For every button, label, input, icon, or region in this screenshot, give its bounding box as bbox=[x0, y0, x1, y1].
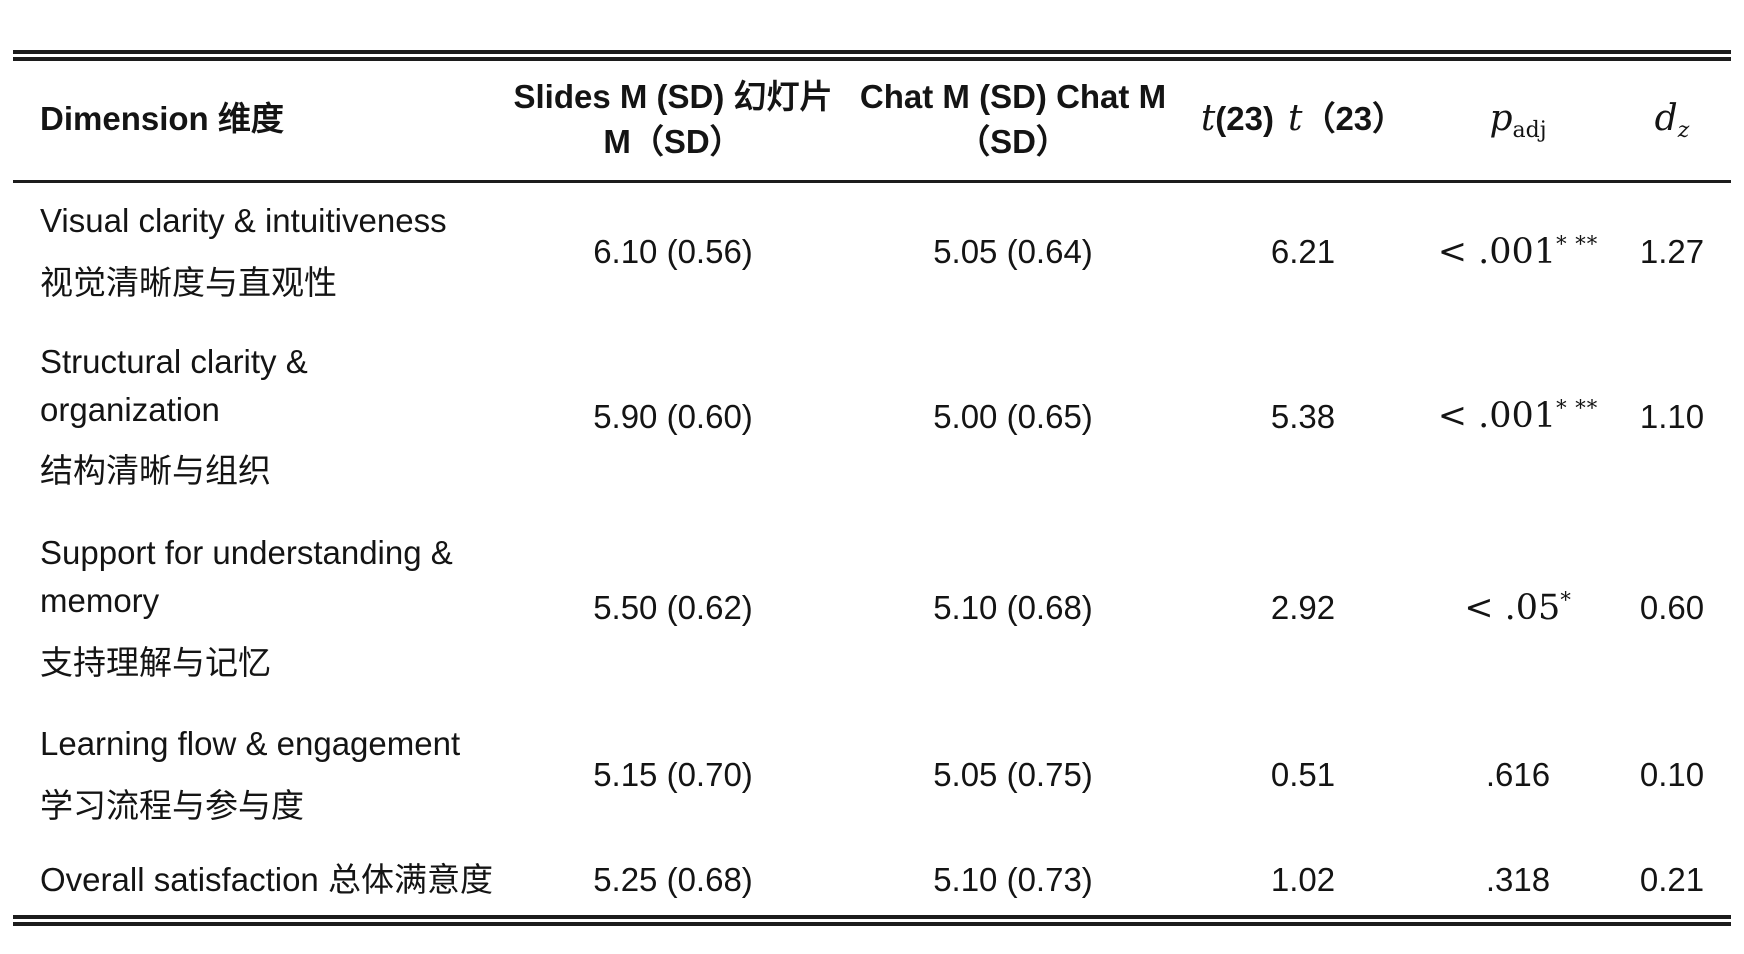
t-value: 0.51 bbox=[1270, 755, 1336, 793]
header-d-z: dz bbox=[1613, 61, 1731, 184]
t-value: 5.38 bbox=[1270, 397, 1336, 435]
p-value: < .001* ** bbox=[1437, 396, 1599, 437]
t-value: 2.92 bbox=[1270, 589, 1336, 627]
slides-value: 5.90 (0.60) bbox=[593, 397, 753, 435]
table-row: Structural clarity & organization 结构清晰与组… bbox=[13, 321, 1731, 513]
dimension-cell: Visual clarity & intuitiveness 视觉清晰度与直观性 bbox=[13, 182, 503, 321]
p-value: < .001* ** bbox=[1437, 231, 1599, 272]
significance-marks: * bbox=[1560, 587, 1572, 612]
chat-value: 5.10 (0.73) bbox=[933, 860, 1093, 898]
slides-value: 5.25 (0.68) bbox=[593, 860, 753, 898]
p-value: < .05* bbox=[1464, 587, 1572, 628]
t-symbol: t bbox=[1200, 98, 1216, 140]
chat-value: 5.00 (0.65) bbox=[933, 397, 1093, 435]
dz-value: 1.27 bbox=[1639, 233, 1705, 271]
chat-value: 5.05 (0.75) bbox=[933, 755, 1093, 793]
significance-marks: * ** bbox=[1556, 231, 1599, 256]
dimension-zh: 学习流程与参与度 bbox=[40, 786, 304, 824]
dz-value: 0.10 bbox=[1639, 755, 1705, 793]
chat-value: 5.05 (0.64) bbox=[933, 233, 1093, 271]
table-row: Learning flow & engagement 学习流程与参与度 5.15… bbox=[13, 704, 1731, 846]
table-row: Overall satisfaction 总体满意度 5.25 (0.68) 5… bbox=[13, 846, 1731, 916]
chat-value: 5.10 (0.68) bbox=[933, 589, 1093, 627]
t-df: (23) bbox=[1215, 100, 1274, 138]
header-p-adj: padj bbox=[1423, 61, 1613, 184]
dimension-zh: 视觉清晰度与直观性 bbox=[40, 263, 337, 301]
header-chat-line1: Chat M (SD) Chat M bbox=[859, 78, 1167, 115]
header-slides-line2: M（SD） bbox=[603, 122, 743, 160]
dimension-en: Support for understanding & memory bbox=[40, 534, 453, 620]
table-row: Visual clarity & intuitiveness 视觉清晰度与直观性… bbox=[13, 182, 1731, 321]
dimension-en: Learning flow & engagement bbox=[40, 724, 461, 762]
dimension-zh: 结构清晰与组织 bbox=[40, 452, 271, 490]
table-row: Support for understanding & memory 支持理解与… bbox=[13, 512, 1731, 704]
p-symbol: p bbox=[1489, 98, 1513, 140]
dz-value: 0.60 bbox=[1639, 589, 1705, 627]
d-symbol: d bbox=[1654, 98, 1678, 140]
results-table: Dimension 维度 Slides M (SD) 幻灯片 M（SD） Cha… bbox=[13, 61, 1731, 915]
header-slides-line1: Slides M (SD) 幻灯片 bbox=[513, 78, 833, 115]
t-symbol-cjk: t bbox=[1287, 98, 1303, 140]
t-value: 1.02 bbox=[1270, 860, 1336, 898]
dimension-en: Overall satisfaction 总体满意度 bbox=[40, 860, 493, 898]
dz-value: 1.10 bbox=[1639, 397, 1705, 435]
header-chat-line2: （SD） bbox=[957, 122, 1069, 160]
dimension-en: Structural clarity & organization bbox=[40, 342, 308, 428]
dz-value: 0.21 bbox=[1639, 860, 1705, 898]
dimension-cell: Overall satisfaction 总体满意度 bbox=[13, 846, 503, 916]
dimension-cell: Structural clarity & organization 结构清晰与组… bbox=[13, 321, 503, 513]
header-t: t(23) t（23） bbox=[1183, 61, 1423, 184]
dimension-cell: Support for understanding & memory 支持理解与… bbox=[13, 512, 503, 704]
t-value: 6.21 bbox=[1270, 233, 1336, 271]
p-value: .616 bbox=[1485, 755, 1551, 793]
p-value: .318 bbox=[1485, 860, 1551, 898]
header-dimension: Dimension 维度 bbox=[13, 61, 503, 184]
slides-value: 5.15 (0.70) bbox=[593, 755, 753, 793]
dimension-cell: Learning flow & engagement 学习流程与参与度 bbox=[13, 704, 503, 846]
slides-value: 6.10 (0.56) bbox=[593, 233, 753, 271]
significance-marks: * ** bbox=[1556, 396, 1599, 421]
table-top-rule bbox=[13, 50, 1731, 61]
t-df-cjk: （23） bbox=[1302, 100, 1406, 138]
d-subscript: z bbox=[1677, 118, 1690, 144]
slides-value: 5.50 (0.62) bbox=[593, 589, 753, 627]
dimension-zh: 支持理解与记忆 bbox=[40, 644, 271, 681]
table-bottom-rule bbox=[13, 915, 1731, 927]
table-header-row: Dimension 维度 Slides M (SD) 幻灯片 M（SD） Cha… bbox=[13, 61, 1731, 184]
dimension-en: Visual clarity & intuitiveness bbox=[40, 202, 447, 240]
p-subscript: adj bbox=[1512, 118, 1547, 144]
header-slides: Slides M (SD) 幻灯片 M（SD） bbox=[503, 61, 843, 184]
header-chat: Chat M (SD) Chat M （SD） bbox=[843, 61, 1183, 184]
